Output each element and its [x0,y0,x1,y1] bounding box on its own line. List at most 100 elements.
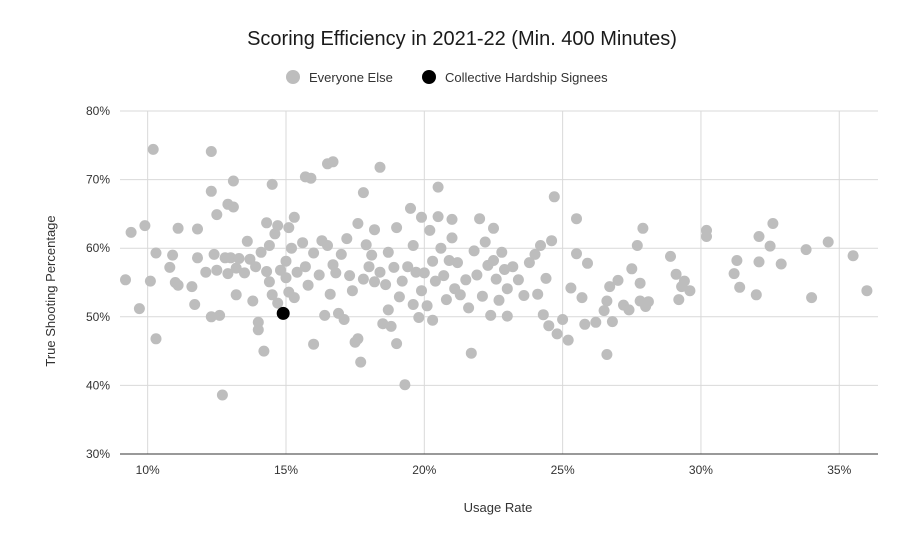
x-tick-label: 10% [136,463,160,477]
data-point-everyone-else [571,213,582,225]
data-point-everyone-else [601,295,613,307]
data-point-everyone-else [551,328,563,340]
data-point-everyone-else [167,249,179,261]
y-axis-label: True Shooting Percentage [43,215,58,366]
data-point-everyone-else [380,279,392,291]
data-point-everyone-else [280,255,292,267]
data-point-everyone-else [465,347,477,359]
data-point-everyone-else [225,252,237,264]
data-point-everyone-else [327,156,339,168]
data-point-everyone-else [341,233,353,245]
data-point-everyone-else [227,175,239,187]
data-point-everyone-else [734,281,746,293]
data-point-everyone-else [490,273,502,285]
data-point-everyone-else [172,222,184,234]
legend-marker-collective-hardship-signees [422,70,436,84]
data-point-everyone-else [357,187,369,199]
data-point-everyone-else [501,310,513,322]
y-tick-label: 70% [86,173,110,187]
data-point-everyone-else [548,191,560,203]
data-point-everyone-else [338,314,350,325]
data-point-everyone-else [476,290,488,302]
data-point-everyone-else [670,268,682,280]
data-point-everyone-else [579,318,591,330]
data-point-everyone-else [429,275,441,287]
data-point-everyone-else [471,269,483,281]
data-point-everyone-else [410,266,422,278]
data-point-everyone-else [369,224,380,236]
data-point-everyone-else [133,303,145,315]
data-point-everyone-else [507,261,519,273]
x-tick-label: 20% [412,463,436,477]
data-point-everyone-else [537,309,549,321]
data-point-everyone-else [576,292,588,304]
data-point-everyone-else [446,213,458,225]
data-point-everyone-else [623,304,635,316]
data-point-everyone-else [150,333,162,345]
data-point-everyone-else [598,305,610,317]
data-point-everyone-else [393,291,405,303]
data-point-everyone-else [272,220,284,232]
data-point-everyone-else [399,379,411,391]
data-point-everyone-else [546,235,558,247]
data-point-everyone-else [299,261,311,273]
data-point-everyone-else [324,288,336,300]
data-point-everyone-else [750,289,762,301]
x-tick-label: 30% [689,463,713,477]
data-point-everyone-else [590,316,602,328]
data-point-everyone-else [280,272,292,284]
data-point-everyone-else [255,246,267,258]
data-point-everyone-else [272,297,284,309]
data-point-everyone-else [499,264,510,275]
data-point-everyone-else [216,389,228,401]
x-axis-label: Usage Rate [464,500,533,515]
x-tick-label: 25% [551,463,575,477]
data-point-everyone-else [355,356,367,368]
data-point-everyone-else [147,143,159,155]
legend-label-collective-hardship-signees: Collective Hardship Signees [445,70,608,85]
data-point-everyone-else [391,338,403,350]
data-point-everyone-else [297,237,309,249]
legend-marker-everyone-else [286,70,300,84]
data-point-everyone-else [416,285,427,297]
data-point-everyone-else [463,302,475,314]
data-point-everyone-else [565,282,577,294]
y-tick-labels: 30% 40% 50% 60% 70% 80% [86,104,110,461]
data-point-everyone-else [396,275,408,287]
data-point-everyone-else [775,258,787,270]
data-point-everyone-else [601,349,613,360]
data-point-everyone-else [427,255,439,267]
data-point-everyone-else [250,261,262,273]
data-point-everyone-else [319,309,331,321]
data-point-everyone-else [435,242,447,254]
data-point-everyone-else [374,161,386,173]
data-point-everyone-else [247,295,259,307]
y-tick-label: 50% [86,310,110,324]
data-point-everyone-else [634,277,646,289]
data-point-everyone-else [222,268,234,280]
data-point-everyone-else [468,245,480,257]
data-point-everyone-else [424,224,436,236]
data-point-everyone-else [308,338,320,350]
x-tick-label: 15% [274,463,298,477]
data-point-everyone-else [357,273,369,285]
data-point-everyone-else [241,235,253,247]
data-point-everyone-else [606,316,618,328]
data-point-everyone-else [208,248,220,260]
data-point-everyone-else [335,248,347,260]
chart-title: Scoring Efficiency in 2021-22 (Min. 400 … [247,28,677,50]
data-point-everyone-else [360,239,372,251]
data-point-everyone-else [479,236,491,248]
data-point-everyone-else [205,311,217,323]
data-point-everyone-else [192,252,203,264]
data-point-everyone-else [385,320,397,332]
data-point-everyone-else [369,276,380,288]
data-point-everyone-else [557,314,569,325]
data-point-everyone-else [562,334,574,346]
data-point-everyone-else [582,257,593,269]
data-point-everyone-else [474,213,486,225]
data-point-everyone-else [346,285,358,297]
data-point-everyone-else [523,257,535,269]
data-point-everyone-else [391,222,403,234]
